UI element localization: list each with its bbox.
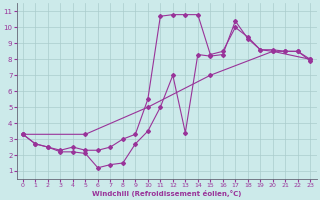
X-axis label: Windchill (Refroidissement éolien,°C): Windchill (Refroidissement éolien,°C) — [92, 190, 241, 197]
